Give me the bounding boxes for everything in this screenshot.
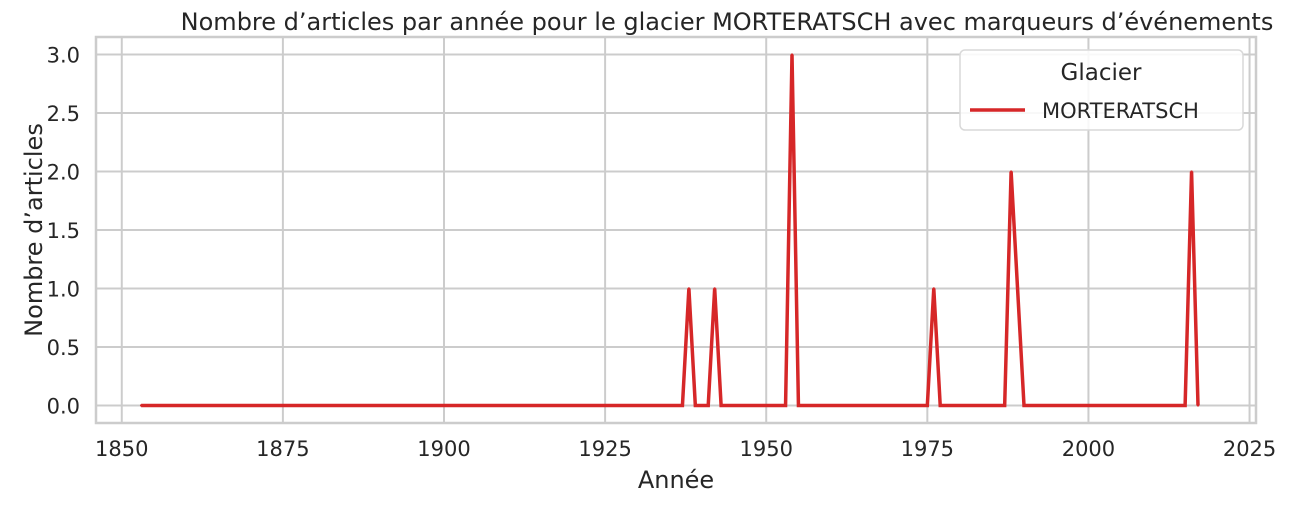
x-tick-label: 2025 <box>1223 437 1276 461</box>
x-tick-label: 1850 <box>95 437 148 461</box>
data-point <box>1183 404 1187 407</box>
series-lines <box>139 53 1200 408</box>
y-axis-label: Nombre d’articles <box>20 123 48 337</box>
data-point <box>926 404 929 407</box>
y-tick-label: 1.0 <box>47 277 80 301</box>
y-tick-label: 0.0 <box>47 394 80 418</box>
legend-title: Glacier <box>1061 60 1142 86</box>
data-point <box>797 404 800 407</box>
data-point <box>687 287 691 290</box>
data-point <box>139 404 143 407</box>
x-tick-label: 1975 <box>901 437 954 461</box>
data-point <box>1009 170 1013 173</box>
legend: Glacier MORTERATSCH <box>959 49 1244 131</box>
data-point <box>1196 404 1200 407</box>
data-point <box>939 404 942 407</box>
x-tick-label: 1950 <box>739 437 792 461</box>
x-tick-label: 1900 <box>417 437 470 461</box>
data-point <box>1003 404 1006 407</box>
data-point <box>932 287 935 290</box>
data-point <box>694 404 697 407</box>
data-point <box>707 404 710 407</box>
data-point <box>713 287 716 290</box>
y-tick-label: 1.5 <box>47 219 80 243</box>
x-tick-label: 1875 <box>256 437 309 461</box>
data-point <box>719 404 723 407</box>
tick-labels: 1850 1875 1900 1925 1950 1975 2000 2025 0.0 0.5 1.… <box>47 44 1277 461</box>
data-point <box>784 404 787 407</box>
data-point <box>1190 170 1193 173</box>
y-tick-label: 2.5 <box>47 102 80 126</box>
y-tick-label: 0.5 <box>47 336 80 360</box>
x-tick-label: 1925 <box>578 437 631 461</box>
plot-frame <box>94 35 1258 425</box>
y-tick-label: 2.0 <box>47 161 80 185</box>
x-tick-label: 2000 <box>1062 437 1115 461</box>
chart-title: Nombre d’articles par année pour le glac… <box>181 8 1274 36</box>
legend-label-morteratsch: MORTERATSCH <box>1042 99 1199 123</box>
legend-box <box>959 49 1244 131</box>
data-point <box>1022 404 1026 407</box>
data-point <box>681 404 684 407</box>
y-tick-label: 3.0 <box>47 44 80 68</box>
data-point <box>790 53 794 56</box>
x-axis-label: Année <box>638 466 714 494</box>
